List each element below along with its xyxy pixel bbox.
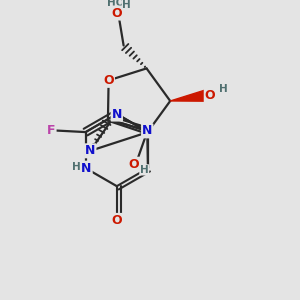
Text: H: H (140, 165, 149, 175)
Text: O: O (112, 214, 122, 227)
Text: HO: HO (106, 0, 124, 8)
Text: H: H (219, 84, 228, 94)
Text: O: O (128, 158, 139, 171)
Text: O: O (205, 89, 215, 102)
Text: N: N (142, 124, 152, 137)
Text: H: H (122, 0, 131, 11)
Text: F: F (47, 124, 56, 137)
Text: N: N (112, 108, 122, 121)
Text: N: N (81, 162, 92, 175)
Text: O: O (111, 7, 122, 20)
Text: O: O (103, 74, 114, 87)
Text: N: N (85, 144, 95, 157)
Text: H: H (72, 162, 80, 172)
Polygon shape (170, 90, 207, 101)
